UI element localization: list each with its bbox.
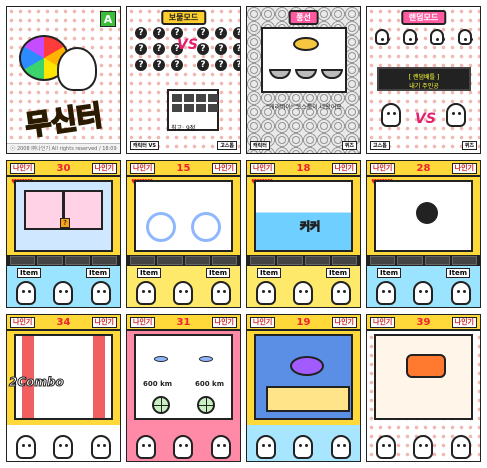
purple-creature xyxy=(290,356,324,376)
boss-creature xyxy=(406,354,446,378)
character-area xyxy=(367,425,480,461)
character-row xyxy=(375,29,472,45)
status-bar xyxy=(367,255,480,266)
left-distance: 600 km xyxy=(142,380,174,388)
game-screen[interactable] xyxy=(254,334,353,420)
score-counter: 30 xyxy=(56,162,71,174)
game-screen[interactable] xyxy=(14,334,113,420)
hud-bar: 나인기 31 나인기 xyxy=(127,315,240,331)
hud-bar: 나인기 19 나인기 xyxy=(247,315,360,331)
hud-bar: 나인기 34 나인기 xyxy=(7,315,120,331)
game-screen[interactable]: 600 km 600 km xyxy=(134,334,233,420)
score-board xyxy=(167,89,219,131)
mode-select-screen: 보물모드 ????????? ????????? VS 최고: 9점 캐릭터 V… xyxy=(126,6,241,154)
character-area: Item Item xyxy=(247,266,360,307)
character-area: Item Item xyxy=(367,266,480,307)
game-screen[interactable]: ? xyxy=(14,180,113,252)
game-screen[interactable]: 커커 xyxy=(254,180,353,252)
game-logo: 무신터 xyxy=(22,98,105,143)
lamp-icon xyxy=(269,69,291,79)
dark-stage-screen: 나인기 28 나인기 ♥♥♥♥ Item Item xyxy=(366,160,481,308)
game-screen[interactable] xyxy=(134,180,233,252)
question-block-icon: ? xyxy=(60,218,70,228)
quiz-board xyxy=(261,27,347,93)
mode-ribbon: 보물모드 xyxy=(160,10,207,25)
character-area: Item Item xyxy=(7,266,120,307)
status-bar xyxy=(247,255,360,266)
character-area xyxy=(7,425,120,461)
vs-ribbon: 랜덤모드 xyxy=(400,10,447,25)
character-area xyxy=(127,425,240,461)
balloon-icon xyxy=(293,37,319,51)
copyright-footer: ⓒ 2008 ㈜나인기 All rights reserved / 18:09 xyxy=(7,143,120,153)
score-counter: 39 xyxy=(416,316,431,328)
score-counter: 19 xyxy=(296,316,311,328)
hud-bar: 나인기 30 나인기 xyxy=(7,161,120,177)
space-stage-screen: 나인기 19 나인기 xyxy=(246,314,361,462)
ufo-icon xyxy=(154,356,168,362)
vs-label: VS xyxy=(177,37,198,53)
vs-screen: 랜덤모드 [ 랜덤배틀 ] 내기 주인공 VS 고스톱 퀴즈 xyxy=(366,6,481,154)
ufo-icon xyxy=(199,356,213,362)
ring-stage-screen: 나인기 15 나인기 ♥♥♥♥ Item Item xyxy=(126,160,241,308)
brand-badge: A xyxy=(100,11,116,27)
left-mode-button[interactable]: 캐릭터 VS xyxy=(130,141,160,150)
vs-label: VS xyxy=(415,111,436,127)
status-bar xyxy=(7,255,120,266)
combo-stage-screen: 나인기 34 나인기 2Combo xyxy=(6,314,121,462)
left-slot-grid: ????????? xyxy=(135,27,183,71)
left-mode-button[interactable]: 고스톱 xyxy=(370,141,390,150)
splash-text: 커커 xyxy=(299,220,321,234)
lamp-icon xyxy=(295,69,317,79)
score-counter: 18 xyxy=(296,162,311,174)
quiz-message: "캐리비아" 코스툼이 나왔어요 xyxy=(266,104,342,111)
lamp-icon xyxy=(321,69,343,79)
game-screen[interactable] xyxy=(374,180,473,252)
hud-bar: 나인기 28 나인기 xyxy=(367,161,480,177)
white-mascot-character xyxy=(57,47,97,91)
score-counter: 28 xyxy=(416,162,431,174)
left-mode-button[interactable]: 캐릭터 xyxy=(250,141,270,150)
status-bar xyxy=(127,255,240,266)
right-mode-button[interactable]: 퀴즈 xyxy=(341,141,357,150)
right-slot-grid: ????????? xyxy=(197,27,240,71)
shooter-stage-screen: 나인기 31 나인기 600 km 600 km xyxy=(126,314,241,462)
best-score: 최고: 9점 xyxy=(171,125,196,132)
score-counter: 15 xyxy=(176,162,191,174)
room-stage-screen: 나인기 30 나인기 ♥♥♥♥ ? Item Item xyxy=(6,160,121,308)
quiz-screen: 풍선 "캐리비아" 코스툼이 나왔어요 캐릭터 퀴즈 xyxy=(246,6,361,154)
title-screen: A 무신터 ⓒ 2008 ㈜나인기 All rights reserved / … xyxy=(6,6,121,154)
boss-stage-screen: 나인기 39 나인기 xyxy=(366,314,481,462)
quiz-ribbon: 풍선 xyxy=(288,10,319,25)
combo-text: 2Combo xyxy=(9,375,65,390)
right-mode-button[interactable]: 고스톱 xyxy=(217,141,237,150)
rival-character xyxy=(446,103,466,127)
hud-bar: 나인기 39 나인기 xyxy=(367,315,480,331)
crosshair-icon xyxy=(152,396,170,414)
score-counter: 31 xyxy=(176,316,191,328)
game-screen[interactable] xyxy=(374,334,473,420)
character-area xyxy=(247,425,360,461)
screenshot-grid: A 무신터 ⓒ 2008 ㈜나인기 All rights reserved / … xyxy=(6,6,482,462)
right-mode-button[interactable]: 퀴즈 xyxy=(461,141,477,150)
hud-bar: 나인기 15 나인기 xyxy=(127,161,240,177)
right-distance: 600 km xyxy=(193,380,225,388)
crosshair-icon xyxy=(197,396,215,414)
character-area: Item Item xyxy=(127,266,240,307)
player-character xyxy=(381,103,401,127)
hud-bar: 나인기 18 나인기 xyxy=(247,161,360,177)
score-counter: 34 xyxy=(56,316,71,328)
pool-stage-screen: 나인기 18 나인기 ♥♥♥♥ 커커 Item Item xyxy=(246,160,361,308)
battle-panel: [ 랜덤배틀 ] 내기 주인공 xyxy=(377,67,471,91)
